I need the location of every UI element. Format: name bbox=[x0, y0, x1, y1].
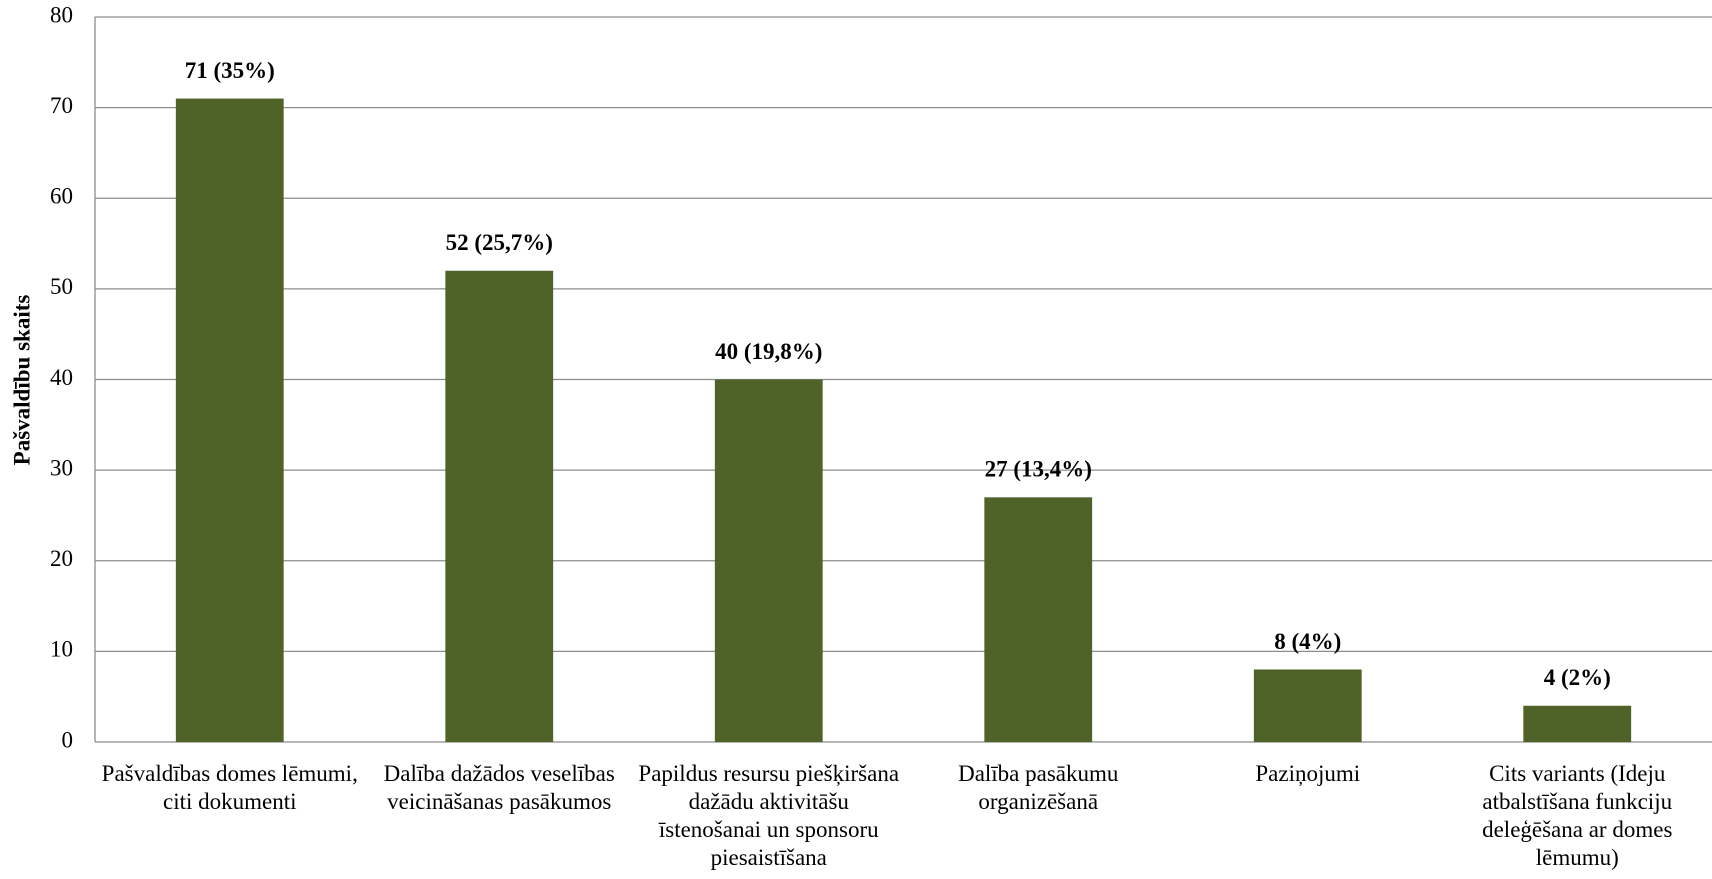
y-axis-label: Pašvaldību skaits bbox=[9, 295, 34, 466]
y-tick-label: 60 bbox=[50, 184, 73, 209]
x-tick-label: Cits variants (Ideju atbalstīšana funkci… bbox=[1482, 761, 1673, 870]
bar bbox=[714, 379, 823, 742]
x-tick-label: Paziņojumi bbox=[1255, 761, 1361, 786]
x-tick-label: Dalība dažādos veselības veicināšanas pa… bbox=[383, 761, 615, 814]
y-tick-label: 30 bbox=[50, 455, 73, 480]
data-label: 8 (4%) bbox=[1274, 629, 1341, 654]
data-label: 71 (35%) bbox=[185, 58, 275, 83]
data-label: 4 (2%) bbox=[1544, 665, 1611, 690]
bar bbox=[175, 98, 284, 742]
data-label: 27 (13,4%) bbox=[985, 457, 1092, 482]
bar bbox=[1253, 669, 1362, 742]
bar bbox=[984, 497, 1093, 742]
y-tick-label: 10 bbox=[50, 637, 73, 662]
y-tick-label: 50 bbox=[50, 274, 73, 299]
bar bbox=[1523, 705, 1632, 742]
bar bbox=[445, 270, 554, 742]
y-tick-label: 70 bbox=[50, 93, 73, 118]
x-tick-label: Dalība pasākumu organizēšanā bbox=[958, 761, 1119, 814]
y-tick-label: 40 bbox=[50, 365, 73, 390]
y-tick-label: 20 bbox=[50, 546, 73, 571]
data-label: 40 (19,8%) bbox=[715, 339, 822, 364]
y-tick-label: 80 bbox=[50, 2, 73, 27]
x-tick-label: Pašvaldības domes lēmumi, citi dokumenti bbox=[101, 761, 358, 814]
y-tick-label: 0 bbox=[62, 727, 74, 752]
data-label: 52 (25,7%) bbox=[446, 230, 553, 255]
x-tick-label: Papildus resursu piešķiršana dažādu akti… bbox=[638, 761, 900, 870]
